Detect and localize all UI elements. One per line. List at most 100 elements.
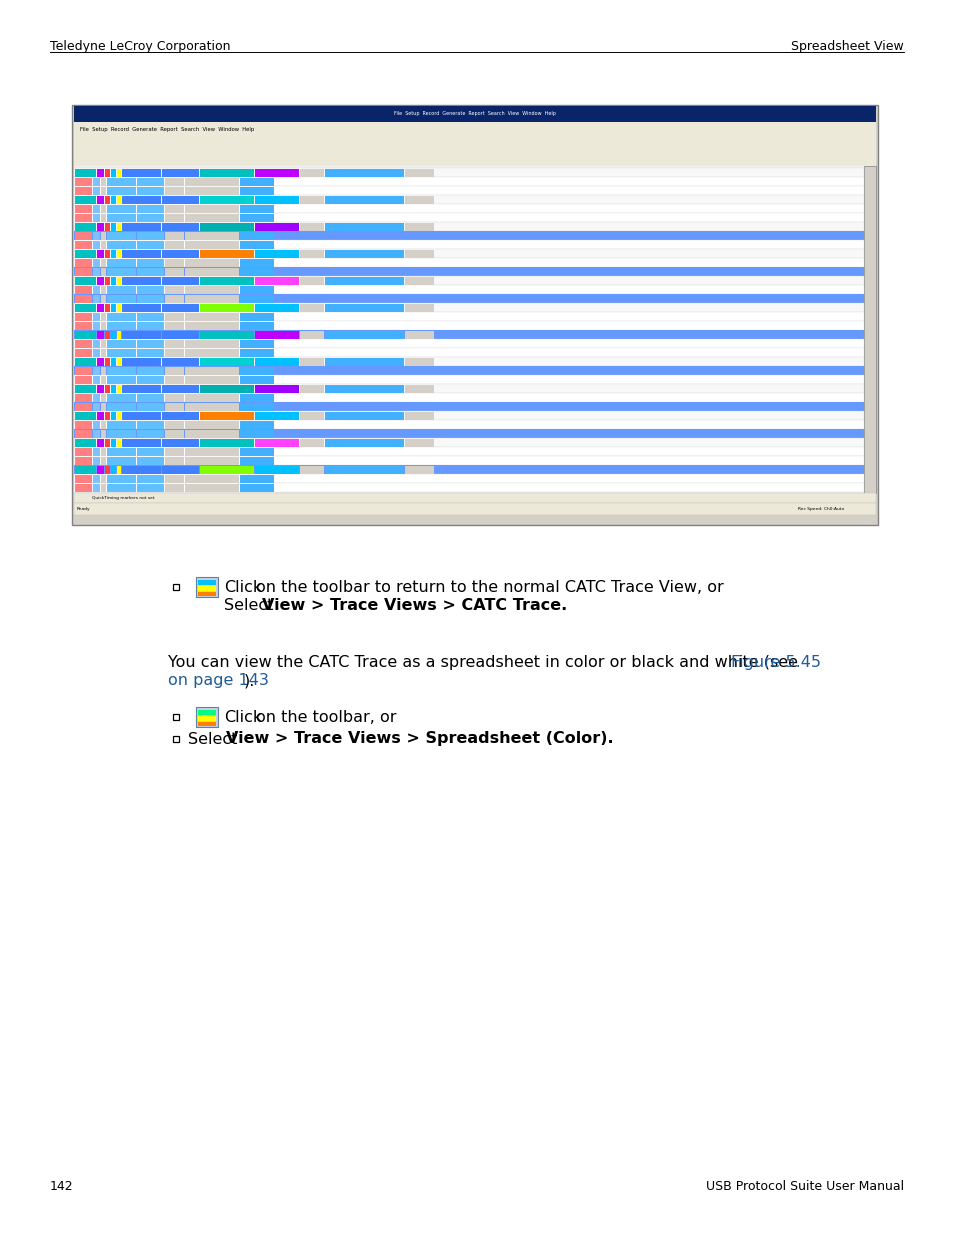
Bar xyxy=(75,268,92,275)
Bar xyxy=(75,294,92,303)
Text: on the toolbar, or: on the toolbar, or xyxy=(255,709,396,725)
Bar xyxy=(75,222,96,231)
Bar xyxy=(405,466,434,473)
Bar xyxy=(165,258,184,267)
Bar xyxy=(122,249,161,258)
Bar xyxy=(137,321,164,330)
Bar xyxy=(74,330,863,338)
Bar xyxy=(122,466,161,473)
Bar xyxy=(254,168,299,177)
Bar xyxy=(240,375,274,384)
Bar xyxy=(97,411,105,420)
Bar xyxy=(254,222,299,231)
Bar xyxy=(185,231,239,240)
Bar xyxy=(74,312,863,321)
Bar xyxy=(117,438,121,447)
Bar xyxy=(75,312,92,321)
Bar xyxy=(240,312,274,321)
Bar xyxy=(240,258,274,267)
Bar xyxy=(254,249,299,258)
Bar xyxy=(74,438,863,447)
Bar xyxy=(185,205,239,212)
Bar xyxy=(107,348,136,357)
Bar xyxy=(405,304,434,311)
Text: ).: ). xyxy=(244,673,255,688)
Bar xyxy=(240,178,274,185)
Bar xyxy=(75,357,96,366)
Bar xyxy=(105,466,111,473)
Bar xyxy=(137,205,164,212)
Bar xyxy=(299,168,324,177)
Text: Click: Click xyxy=(224,579,262,594)
Bar xyxy=(74,456,863,466)
Bar xyxy=(200,331,254,338)
Text: View > Trace Views > CATC Trace.: View > Trace Views > CATC Trace. xyxy=(262,598,567,613)
Bar xyxy=(240,474,274,483)
Bar xyxy=(863,165,875,493)
Bar xyxy=(107,205,136,212)
Bar xyxy=(165,186,184,194)
Bar xyxy=(117,384,121,393)
Bar xyxy=(101,186,107,194)
Bar xyxy=(111,168,116,177)
Bar xyxy=(185,420,239,429)
Bar xyxy=(165,457,184,464)
Bar xyxy=(101,268,107,275)
Bar xyxy=(74,493,875,503)
Bar xyxy=(162,249,199,258)
Bar xyxy=(74,136,875,151)
Bar xyxy=(122,357,161,366)
Bar xyxy=(162,466,199,473)
Bar xyxy=(101,447,107,456)
Bar xyxy=(74,275,863,285)
Bar xyxy=(92,447,100,456)
Bar xyxy=(92,375,100,384)
Bar xyxy=(111,331,116,338)
Bar xyxy=(97,466,105,473)
Bar xyxy=(299,222,324,231)
Bar xyxy=(122,331,161,338)
Bar xyxy=(299,384,324,393)
Bar xyxy=(97,249,105,258)
Bar xyxy=(137,430,164,437)
Bar xyxy=(107,394,136,401)
Bar xyxy=(185,447,239,456)
Bar xyxy=(75,168,96,177)
Bar xyxy=(240,457,274,464)
Bar xyxy=(137,483,164,492)
Bar xyxy=(75,430,92,437)
Bar xyxy=(405,438,434,447)
Bar xyxy=(101,241,107,248)
Bar xyxy=(105,222,111,231)
Bar xyxy=(74,503,875,515)
Bar xyxy=(101,474,107,483)
Bar xyxy=(75,331,96,338)
Bar xyxy=(111,195,116,204)
Bar xyxy=(405,331,434,338)
Bar xyxy=(137,394,164,401)
Bar xyxy=(165,348,184,357)
Bar xyxy=(198,722,215,726)
Bar xyxy=(137,285,164,294)
Bar xyxy=(162,277,199,284)
Bar xyxy=(105,168,111,177)
Bar xyxy=(105,249,111,258)
Text: File  Setup  Record  Generate  Report  Search  View  Window  Help: File Setup Record Generate Report Search… xyxy=(80,126,254,131)
Bar xyxy=(74,403,863,411)
Bar xyxy=(75,403,92,410)
Bar xyxy=(75,348,92,357)
Bar xyxy=(101,340,107,347)
Bar xyxy=(240,241,274,248)
Bar xyxy=(71,105,877,525)
Bar xyxy=(74,258,863,267)
Bar xyxy=(137,447,164,456)
Bar xyxy=(97,438,105,447)
Bar xyxy=(122,438,161,447)
Text: on page 143: on page 143 xyxy=(168,673,269,688)
Bar xyxy=(117,249,121,258)
Bar xyxy=(185,294,239,303)
Bar xyxy=(198,585,215,592)
Bar xyxy=(240,367,274,374)
Bar xyxy=(240,483,274,492)
Bar xyxy=(200,411,254,420)
